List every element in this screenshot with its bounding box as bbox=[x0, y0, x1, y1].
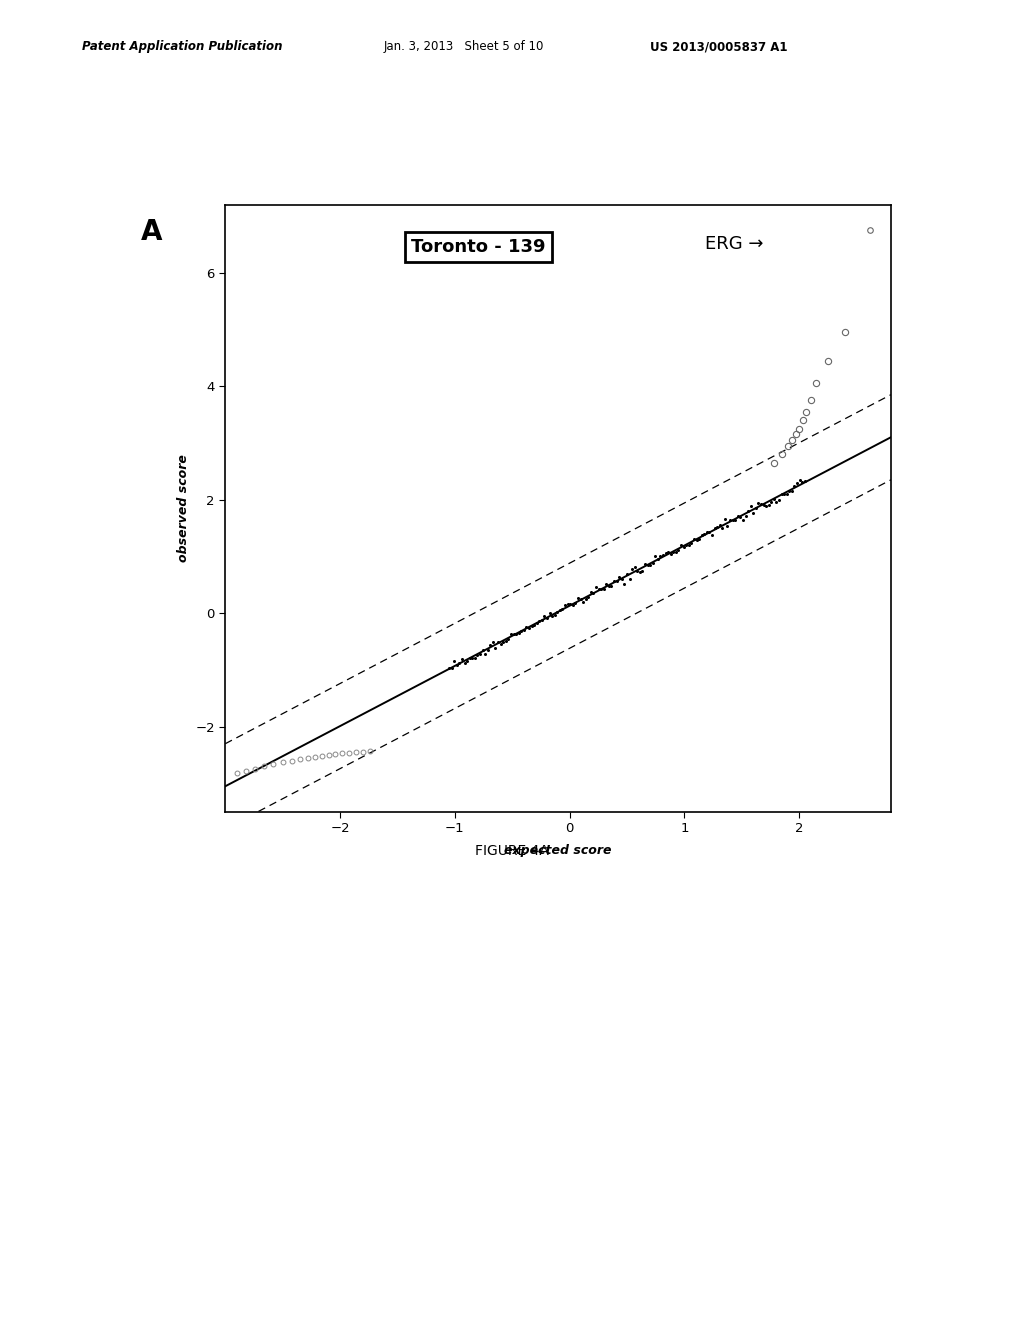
Text: Jan. 3, 2013   Sheet 5 of 10: Jan. 3, 2013 Sheet 5 of 10 bbox=[384, 40, 545, 53]
Text: A: A bbox=[141, 218, 163, 246]
Text: ERG →: ERG → bbox=[705, 235, 763, 253]
Text: US 2013/0005837 A1: US 2013/0005837 A1 bbox=[650, 40, 787, 53]
Text: Patent Application Publication: Patent Application Publication bbox=[82, 40, 283, 53]
X-axis label: expected score: expected score bbox=[505, 843, 611, 857]
Text: Toronto - 139: Toronto - 139 bbox=[411, 238, 546, 256]
Y-axis label: observed score: observed score bbox=[177, 454, 189, 562]
Text: FIGURE 4A: FIGURE 4A bbox=[475, 845, 549, 858]
